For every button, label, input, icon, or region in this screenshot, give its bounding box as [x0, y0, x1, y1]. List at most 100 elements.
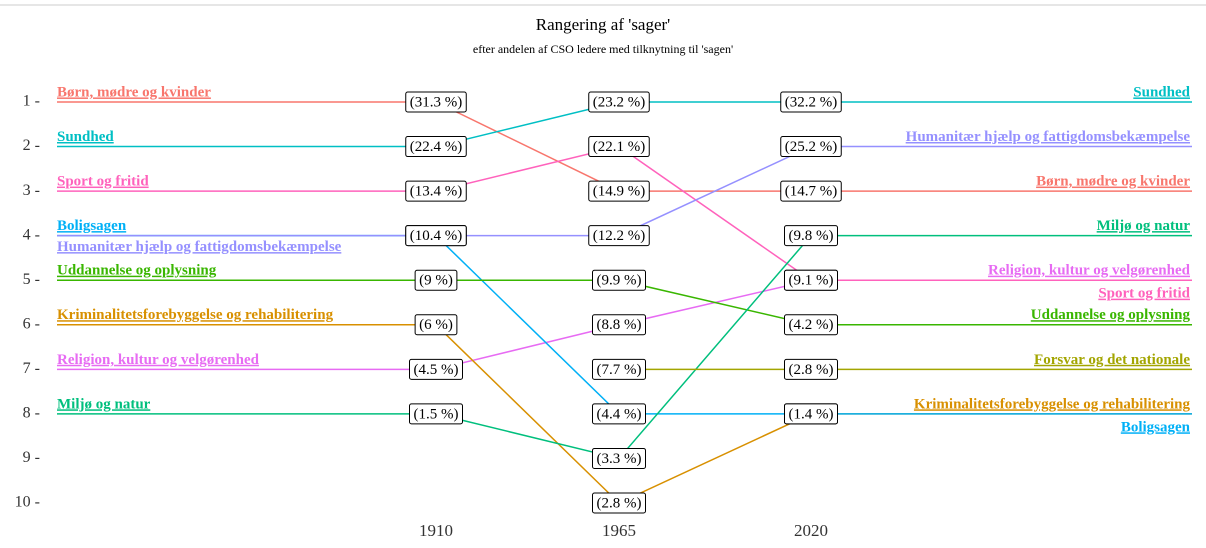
share-text: (13.4 %): [410, 184, 463, 200]
share-label: (9 %): [414, 269, 458, 291]
share-label: (2.8 %): [784, 358, 838, 380]
share-box: [784, 358, 838, 380]
y-tick-label: 5 -: [23, 271, 40, 288]
share-text: (32.2 %): [785, 94, 838, 110]
share-text: (1.5 %): [414, 406, 459, 422]
share-label: (4.4 %): [592, 403, 646, 425]
share-label: (3.3 %): [592, 447, 646, 469]
share-box: [592, 447, 646, 469]
y-tick-label: 8 -: [23, 405, 40, 422]
share-box: [592, 492, 646, 514]
series-label: Sport og fritid: [1098, 286, 1190, 302]
share-label: (2.8 %): [592, 492, 646, 514]
series-label: Sport og fritid: [57, 174, 149, 190]
share-text: (25.2 %): [785, 139, 838, 155]
series-line: [435, 235, 812, 460]
share-text: (8.8 %): [597, 317, 642, 333]
share-box: [414, 314, 458, 336]
share-label: (22.1 %): [588, 136, 650, 158]
share-label: (9.8 %): [784, 225, 838, 247]
share-label: (23.2 %): [588, 91, 650, 113]
share-text: (9 %): [419, 273, 453, 289]
series-label: Kriminalitetsforebyggelse og rehabiliter…: [57, 307, 334, 323]
share-box: [784, 225, 838, 247]
series-label: Forsvar og det nationale: [1034, 352, 1190, 368]
share-label: (32.2 %): [780, 91, 842, 113]
share-box: [588, 225, 650, 247]
y-tick-label: 4 -: [23, 226, 40, 243]
share-box: [405, 136, 467, 158]
share-label: (4.5 %): [409, 358, 463, 380]
share-box: [405, 91, 467, 113]
share-label: (1.4 %): [784, 403, 838, 425]
series-label: Miljø og natur: [57, 396, 151, 412]
share-text: (1.4 %): [789, 406, 834, 422]
share-label: (14.9 %): [588, 180, 650, 202]
share-label: (10.4 %): [405, 225, 467, 247]
share-label: (12.2 %): [588, 225, 650, 247]
y-tick-label: 6 -: [23, 315, 40, 332]
series-label: Sundhed: [1133, 84, 1190, 100]
share-label: (9.9 %): [592, 269, 646, 291]
share-text: (22.1 %): [593, 139, 646, 155]
x-tick-label: 1965: [602, 521, 636, 540]
x-tick-label: 2020: [794, 521, 828, 540]
x-tick-label: 1910: [419, 521, 453, 540]
share-label: (22.4 %): [405, 136, 467, 158]
series-label: Uddannelse og oplysning: [1031, 307, 1191, 323]
share-text: (7.7 %): [597, 362, 642, 378]
share-box: [780, 91, 842, 113]
share-box: [784, 403, 838, 425]
share-text: (2.8 %): [789, 362, 834, 378]
share-box: [414, 269, 458, 291]
share-text: (3.3 %): [597, 451, 642, 467]
series-label: Boligsagen: [1121, 419, 1191, 435]
share-text: (22.4 %): [410, 139, 463, 155]
series-label: Børn, mødre og kvinder: [57, 84, 211, 100]
share-box: [592, 314, 646, 336]
y-tick-label: 2 -: [23, 137, 40, 154]
share-text: (4.5 %): [414, 362, 459, 378]
series-label: Miljø og natur: [1097, 218, 1191, 234]
share-text: (9.9 %): [597, 273, 642, 289]
share-text: (14.9 %): [593, 184, 646, 200]
share-box: [780, 180, 842, 202]
share-text: (9.1 %): [789, 273, 834, 289]
share-text: (10.4 %): [410, 228, 463, 244]
share-label: (8.8 %): [592, 314, 646, 336]
share-label: (14.7 %): [780, 180, 842, 202]
share-box: [784, 269, 838, 291]
share-label: (31.3 %): [405, 91, 467, 113]
y-tick-label: 1 -: [23, 93, 40, 110]
y-tick-label: 10 -: [15, 494, 40, 511]
share-text: (12.2 %): [593, 228, 646, 244]
share-labels: (31.3 %) (14.9 %) (14.7 %) (22.4 %) (23.2 %)…: [405, 91, 842, 514]
y-tick-label: 3 -: [23, 182, 40, 199]
share-text: (31.3 %): [410, 94, 463, 110]
share-box: [409, 403, 463, 425]
share-label: (1.5 %): [409, 403, 463, 425]
share-label: (7.7 %): [592, 358, 646, 380]
share-text: (14.7 %): [785, 184, 838, 200]
share-text: (9.8 %): [789, 228, 834, 244]
share-box: [780, 136, 842, 158]
share-box: [588, 136, 650, 158]
chart-title: Rangering af 'sager': [536, 15, 671, 34]
series-label: Kriminalitetsforebyggelse og rehabiliter…: [914, 396, 1191, 412]
share-box: [405, 225, 467, 247]
lines: [57, 101, 1192, 504]
share-label: (9.1 %): [784, 269, 838, 291]
series-label: Religion, kultur og velgørenhed: [57, 352, 260, 368]
series-label: Boligsagen: [57, 218, 127, 234]
share-label: (25.2 %): [780, 136, 842, 158]
share-box: [409, 358, 463, 380]
share-text: (4.4 %): [597, 406, 642, 422]
series-line: [435, 145, 812, 281]
series-label: Børn, mødre og kvinder: [1036, 174, 1190, 190]
series-label: Uddannelse og oplysning: [57, 263, 217, 279]
share-text: (4.2 %): [789, 317, 834, 333]
share-label: (13.4 %): [405, 180, 467, 202]
series-label: Humanitær hjælp og fattigdomsbekæmpelse: [57, 239, 342, 255]
share-label: (6 %): [414, 314, 458, 336]
